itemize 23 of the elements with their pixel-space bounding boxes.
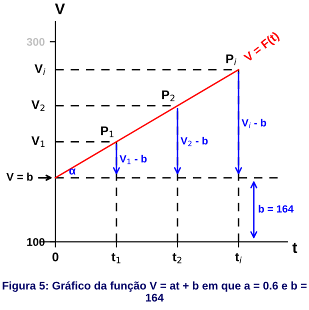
ref-line-label: V = b: [6, 172, 33, 181]
annotation: P$_{1}$: [101, 126, 114, 138]
annotation: b = 164: [258, 204, 294, 213]
annotation: V$_{2}$ - b: [180, 136, 208, 146]
ref-line-label: V$_{2}$: [31, 100, 44, 111]
ref-line-label: V$_{i}$: [34, 64, 46, 75]
annotation: P$_{i}$: [226, 54, 236, 66]
annotation: α: [69, 168, 76, 175]
ref-line-label: V$_{1}$: [31, 136, 45, 148]
text: V: [54, 4, 65, 14]
annotation: V$_{i}$ - b: [242, 118, 266, 128]
text: V = F(t): [242, 31, 281, 64]
x-tick-label: t$_{1}$: [111, 253, 120, 264]
text: $_{1}$ - b: [127, 154, 147, 164]
y-tick-label: 100: [27, 238, 45, 246]
x-tick-label: t$_{i}$: [235, 253, 242, 264]
annotation: P$_{2}$: [162, 90, 174, 102]
x-tick-label: 0: [52, 252, 58, 262]
y-tick-label: 300: [26, 38, 45, 46]
x-axis-title: t: [292, 242, 298, 254]
text: Figura 5: Gráfico da função V = at + b em que a = 0.6 e b = 164: [2, 281, 307, 302]
y-axis-title: V: [120, 155, 126, 162]
x-tick-label: t$_{2}$: [172, 253, 182, 264]
